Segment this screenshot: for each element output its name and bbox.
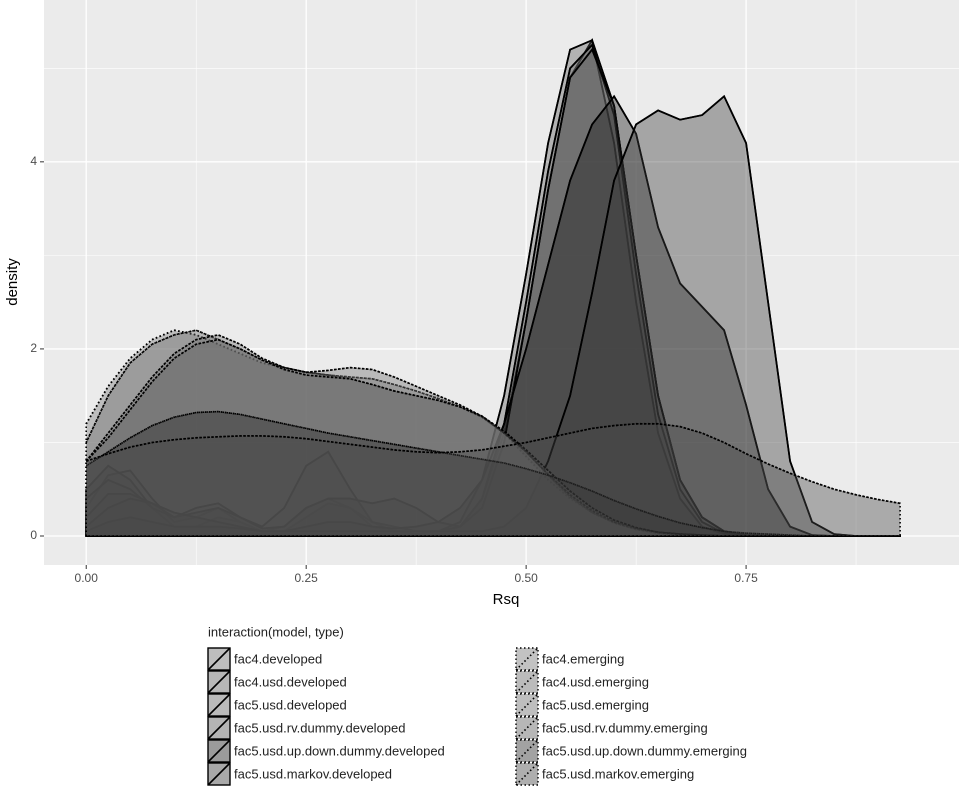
legend-item: fac5.usd.up.down.dummy.emerging (515, 739, 747, 763)
legend-key (515, 762, 539, 786)
legend-item: fac5.usd.emerging (515, 693, 649, 717)
legend-key-line (515, 739, 539, 763)
y-tick-label: 4 (30, 154, 37, 168)
legend-key-line (515, 670, 539, 694)
legend-key (515, 670, 539, 694)
legend-key (515, 716, 539, 740)
legend-key-line (207, 762, 231, 786)
density-line (85, 422, 901, 505)
density-line (85, 94, 901, 537)
legend-key (515, 739, 539, 763)
legend-label: fac5.usd.markov.developed (234, 766, 392, 781)
density-area (85, 410, 901, 537)
legend-item: fac4.usd.developed (207, 670, 347, 694)
legend-label: fac5.usd.markov.emerging (542, 766, 694, 781)
legend-key (515, 693, 539, 717)
legend-key-bg (516, 648, 538, 670)
legend-label: fac5.usd.emerging (542, 697, 649, 712)
legend-label: fac5.usd.up.down.dummy.developed (234, 743, 445, 758)
legend-item: fac5.usd.developed (207, 693, 347, 717)
legend-key-line (515, 693, 539, 717)
x-tick-label: 0.00 (75, 571, 99, 585)
legend-key (515, 647, 539, 671)
x-axis-title: Rsq (493, 591, 520, 608)
legend-key-bg (516, 740, 538, 762)
legend-key-line (207, 716, 231, 740)
x-tick-label: 0.50 (514, 571, 538, 585)
legend-item: fac5.usd.markov.emerging (515, 762, 694, 786)
legend-label: fac5.usd.rv.dummy.developed (234, 720, 406, 735)
legend-item: fac4.emerging (515, 647, 624, 671)
y-tick-label: 0 (30, 528, 37, 542)
legend-item: fac4.usd.emerging (515, 670, 649, 694)
density-area (85, 423, 901, 537)
legend-item: fac4.developed (207, 647, 322, 671)
legend-item: fac5.usd.markov.developed (207, 762, 392, 786)
density-line (85, 338, 901, 537)
legend-item: fac5.usd.rv.dummy.developed (207, 716, 406, 740)
legend-key-line (515, 647, 539, 671)
y-axis-title: density (4, 258, 21, 306)
legend-key-bg (516, 671, 538, 693)
legend-label: fac4.developed (234, 651, 322, 666)
legend-label: fac5.usd.up.down.dummy.emerging (542, 743, 747, 758)
legend-key-line (515, 762, 539, 786)
legend-label: fac4.emerging (542, 651, 624, 666)
legend-label: fac4.usd.emerging (542, 674, 649, 689)
y-tick-label: 2 (30, 341, 37, 355)
legend-key-line (207, 647, 231, 671)
density-line (85, 94, 901, 537)
legend-key-line (207, 670, 231, 694)
density-line (85, 410, 901, 537)
legend-label: fac4.usd.developed (234, 674, 347, 689)
legend-key-bg (516, 763, 538, 785)
legend-title: interaction(model, type) (208, 624, 344, 639)
x-tick-label: 0.25 (295, 571, 319, 585)
legend-key-bg (516, 717, 538, 739)
legend-key-bg (516, 694, 538, 716)
legend-item: fac5.usd.rv.dummy.emerging (515, 716, 708, 740)
x-tick-label: 0.75 (734, 571, 758, 585)
legend-item: fac5.usd.up.down.dummy.developed (207, 739, 445, 763)
legend-key-line (207, 739, 231, 763)
legend-label: fac5.usd.rv.dummy.emerging (542, 720, 708, 735)
legend-label: fac5.usd.developed (234, 697, 347, 712)
legend-key-line (207, 693, 231, 717)
legend-key-line (515, 716, 539, 740)
